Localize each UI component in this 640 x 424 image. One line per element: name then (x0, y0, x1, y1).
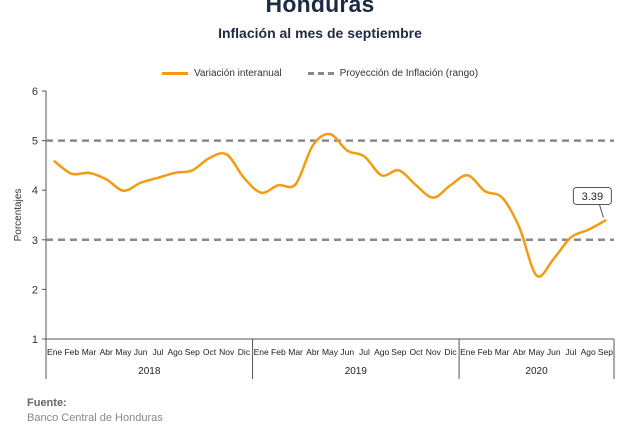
x-tick-label: Sep (185, 347, 200, 357)
x-tick-label: Feb (271, 347, 286, 357)
y-tick-label: 4 (32, 185, 38, 197)
y-tick-label: 2 (32, 284, 38, 296)
x-tick-label: Ene (460, 347, 475, 357)
y-tick-label: 3 (32, 235, 38, 247)
x-tick-label: Nov (426, 347, 442, 357)
legend-swatch-band (307, 72, 334, 75)
x-tick-label: Jul (152, 347, 163, 357)
annotation-leader (598, 204, 604, 218)
x-tick-label: Feb (478, 347, 493, 357)
y-tick-label: 6 (32, 86, 38, 98)
x-tick-label: May (322, 347, 339, 357)
x-tick-label: Ago (168, 347, 183, 357)
y-tick-label: 1 (32, 334, 38, 346)
x-tick-label: Sep (391, 347, 406, 357)
source-text: Banco Central de Honduras (27, 412, 163, 424)
year-label: 2019 (345, 366, 368, 377)
x-tick-label: Jun (547, 347, 561, 357)
x-tick-label: May (529, 347, 546, 357)
chart-subtitle: Inflación al mes de septiembre (218, 25, 422, 41)
x-tick-label: Sep (598, 347, 613, 357)
x-tick-label: Ago (374, 347, 389, 357)
chart-legend: Variación interanual Proyección de Infla… (0, 68, 640, 79)
source-label: Fuente: (27, 397, 67, 409)
x-tick-label: Oct (203, 347, 217, 357)
x-tick-label: Abr (513, 347, 526, 357)
x-tick-label: Jun (340, 347, 354, 357)
annotation-label: 3.39 (582, 191, 603, 203)
x-tick-label: Mar (288, 347, 303, 357)
x-tick-label: Jun (134, 347, 148, 357)
x-tick-label: Ago (581, 347, 596, 357)
x-tick-label: Ene (254, 347, 269, 357)
x-tick-label: Dic (238, 347, 251, 357)
x-tick-label: Ene (47, 347, 62, 357)
x-tick-label: Dic (444, 347, 457, 357)
legend-label-series: Variación interanual (193, 68, 282, 79)
x-tick-label: Jul (566, 347, 577, 357)
x-tick-label: Jul (359, 347, 370, 357)
source-note: Fuente: Banco Central de Honduras (27, 397, 163, 424)
x-tick-label: Oct (409, 347, 423, 357)
x-tick-label: Mar (82, 347, 97, 357)
x-tick-label: Nov (219, 347, 235, 357)
legend-swatch-series (161, 72, 188, 75)
x-tick-label: Abr (306, 347, 319, 357)
legend-item-band: Proyección de Inflación (rango) (307, 68, 479, 79)
x-tick-label: Abr (100, 347, 113, 357)
legend-label-band: Proyección de Inflación (rango) (339, 68, 479, 79)
y-axis-title: Porcentajes (13, 189, 24, 242)
chart-title: Honduras (265, 0, 375, 17)
annotation-box (572, 186, 612, 205)
x-tick-label: Feb (64, 347, 79, 357)
x-tick-label: May (115, 347, 132, 357)
x-tick-label: Mar (495, 347, 510, 357)
year-label: 2018 (138, 366, 161, 377)
y-tick-label: 5 (32, 136, 38, 148)
year-label: 2020 (525, 366, 548, 377)
legend-item-series: Variación interanual (161, 68, 282, 79)
series-line (53, 132, 607, 278)
